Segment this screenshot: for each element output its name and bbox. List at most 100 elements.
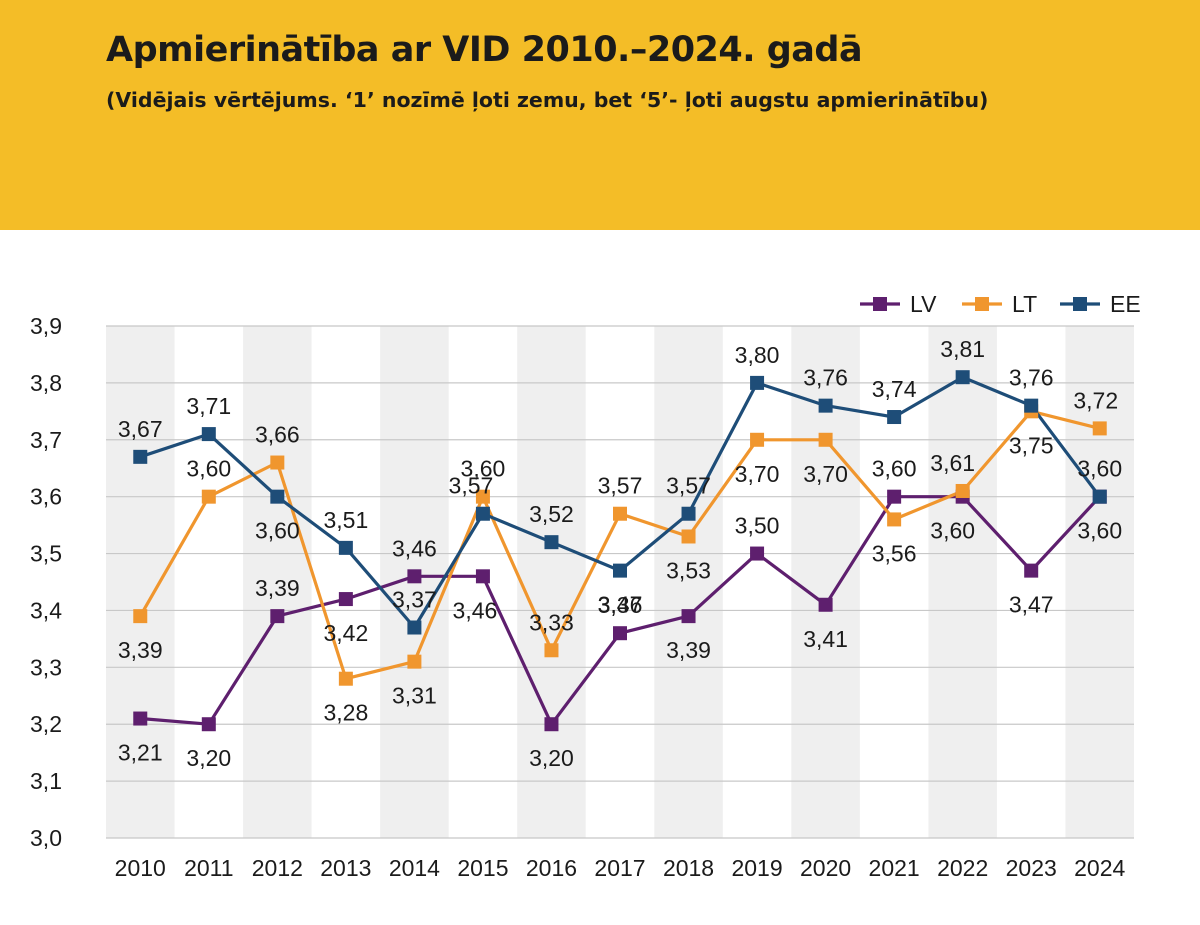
data-label-lv: 3,50: [735, 513, 780, 539]
point-ee: [750, 375, 765, 390]
data-label-lv: 3,39: [666, 637, 711, 663]
point-lt: [133, 609, 148, 624]
y-tick-label: 3,0: [30, 825, 62, 851]
data-label-ee: 3,57: [666, 473, 711, 499]
data-label-ee: 3,60: [255, 518, 300, 544]
x-tick-label: 2010: [115, 855, 166, 881]
x-tick-label: 2019: [731, 855, 782, 881]
x-tick-label: 2011: [184, 855, 233, 881]
legend-marker-lt: [975, 297, 989, 311]
point-ee: [955, 370, 970, 385]
x-tick-label: 2022: [937, 855, 988, 881]
point-lv: [681, 609, 696, 624]
data-label-ee: 3,51: [323, 507, 368, 533]
x-tick-label: 2016: [526, 855, 577, 881]
point-lt: [475, 489, 490, 504]
data-label-ee: 3,81: [940, 336, 985, 362]
point-lv: [201, 717, 216, 732]
column-band: [517, 326, 586, 838]
column-band: [106, 326, 175, 838]
data-label-lv: 3,60: [1077, 518, 1122, 544]
point-lv: [133, 711, 148, 726]
y-tick-label: 3,2: [30, 711, 62, 737]
point-lv: [338, 592, 353, 607]
data-label-ee: 3,47: [598, 592, 643, 618]
point-lt: [201, 489, 216, 504]
point-lv: [887, 489, 902, 504]
column-band: [1065, 326, 1134, 838]
y-tick-label: 3,9: [30, 313, 62, 339]
data-label-lv: 3,60: [930, 518, 975, 544]
point-lt: [955, 483, 970, 498]
data-label-lt: 3,66: [255, 422, 300, 448]
point-lt: [338, 671, 353, 686]
data-label-lt: 3,60: [186, 456, 231, 482]
y-tick-label: 3,5: [30, 541, 62, 567]
x-tick-label: 2012: [252, 855, 303, 881]
legend-label-lv: LV: [910, 291, 937, 317]
y-tick-label: 3,7: [30, 427, 62, 453]
header-banner: [0, 0, 1200, 230]
data-label-lv: 3,46: [453, 597, 498, 623]
data-label-lv: 3,21: [118, 740, 163, 766]
data-label-lv: 3,39: [255, 575, 300, 601]
data-label-ee: 3,52: [529, 501, 574, 527]
point-lt: [1092, 421, 1107, 436]
data-label-ee: 3,71: [186, 393, 231, 419]
data-label-lt: 3,61: [930, 450, 975, 476]
point-ee: [818, 398, 833, 413]
point-ee: [133, 449, 148, 464]
data-label-lv: 3,20: [529, 745, 574, 771]
point-lt: [270, 455, 285, 470]
point-ee: [544, 535, 559, 550]
data-label-lt: 3,60: [461, 456, 506, 482]
legend-label-lt: LT: [1012, 291, 1037, 317]
point-lv: [475, 569, 490, 584]
x-tick-label: 2023: [1006, 855, 1057, 881]
legend-marker-ee: [1073, 297, 1087, 311]
point-ee: [887, 410, 902, 425]
data-label-lt: 3,70: [735, 461, 780, 487]
data-label-lv: 3,60: [872, 456, 917, 482]
point-lv: [750, 546, 765, 561]
data-label-lt: 3,33: [529, 609, 574, 635]
point-ee: [475, 506, 490, 521]
data-label-ee: 3,76: [1009, 365, 1054, 391]
data-label-lt: 3,70: [803, 461, 848, 487]
data-label-lt: 3,39: [118, 637, 163, 663]
y-tick-label: 3,4: [30, 597, 62, 623]
data-label-ee: 3,57: [449, 473, 494, 499]
data-label-ee: 3,67: [118, 416, 163, 442]
data-label-lt: 3,53: [666, 557, 711, 583]
point-lt: [613, 506, 627, 521]
data-label-lt: 3,56: [872, 540, 917, 566]
point-lt: [750, 432, 765, 447]
point-ee: [1092, 489, 1107, 504]
x-tick-label: 2017: [594, 855, 645, 881]
point-lt: [681, 529, 696, 544]
chart-title: Apmierinātība ar VID 2010.–2024. gadā: [106, 30, 863, 70]
point-lt: [887, 512, 902, 527]
x-tick-label: 2021: [869, 855, 920, 881]
point-ee: [270, 489, 285, 504]
point-lv: [818, 597, 833, 612]
x-tick-label: 2024: [1074, 855, 1125, 881]
data-label-lv: 3,36: [598, 592, 643, 618]
point-ee: [1024, 398, 1039, 413]
point-ee: [407, 620, 422, 635]
point-lt: [818, 432, 833, 447]
y-tick-label: 3,1: [30, 768, 62, 794]
data-label-lt: 3,75: [1009, 432, 1054, 458]
point-lv: [1024, 563, 1039, 578]
point-ee: [338, 540, 353, 555]
point-ee: [681, 506, 696, 521]
x-tick-label: 2018: [663, 855, 714, 881]
y-tick-label: 3,8: [30, 370, 62, 396]
point-lv: [613, 626, 627, 641]
chart-subtitle: (Vidējais vērtējums. ‘1’ nozīmē ļoti zem…: [106, 88, 989, 112]
y-tick-label: 3,6: [30, 484, 62, 510]
legend-label-ee: EE: [1110, 291, 1141, 317]
point-ee: [613, 563, 627, 578]
column-band: [654, 326, 723, 838]
